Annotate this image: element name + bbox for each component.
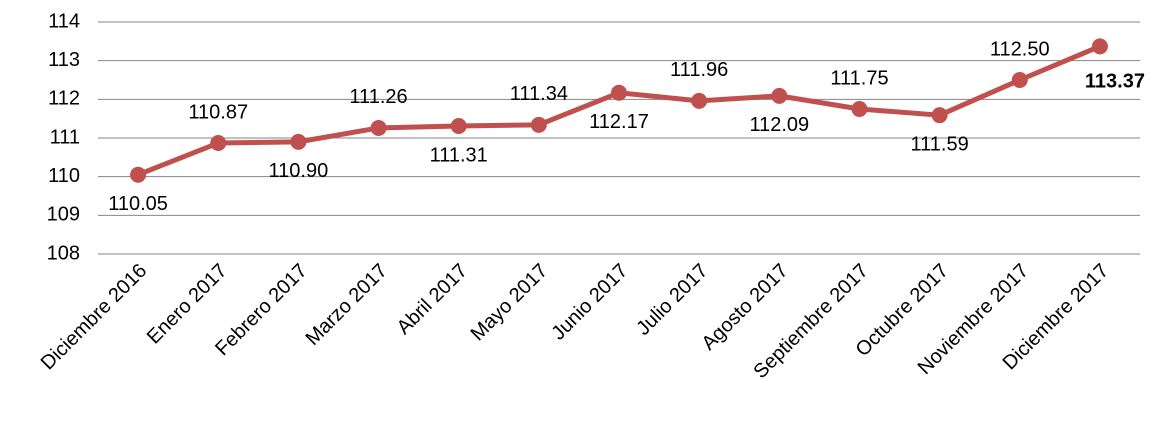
y-tick-label: 113 xyxy=(48,49,80,71)
marker xyxy=(530,116,547,133)
marker xyxy=(130,166,147,183)
data-label: 111.31 xyxy=(430,144,488,166)
marker xyxy=(1091,38,1108,55)
x-tick-label: Diciembre 2016 xyxy=(37,260,152,375)
data-label: 113.37 xyxy=(1085,71,1145,93)
x-tick-label: Junio 2017 xyxy=(548,260,633,345)
marker xyxy=(611,84,627,101)
marker xyxy=(370,119,387,136)
data-label: 111.75 xyxy=(830,67,888,89)
y-tick-label: 110 xyxy=(48,165,80,187)
data-label: 110.90 xyxy=(269,160,329,182)
data-label: 111.96 xyxy=(670,59,728,81)
data-label: 111.26 xyxy=(349,86,407,108)
y-tick-label: 112 xyxy=(48,88,80,110)
marker xyxy=(931,107,948,124)
marker xyxy=(1011,72,1028,88)
data-label: 110.87 xyxy=(188,101,248,123)
data-label: 112.09 xyxy=(749,114,809,136)
x-tick-label: Mayo 2017 xyxy=(467,260,553,346)
data-label: 112.50 xyxy=(990,38,1050,60)
x-tick-label: Julio 2017 xyxy=(632,260,712,340)
y-tick-label: 108 xyxy=(47,242,80,264)
data-label: 110.05 xyxy=(108,193,168,215)
data-label: 111.34 xyxy=(510,83,568,105)
marker xyxy=(691,92,708,109)
marker xyxy=(851,101,868,117)
x-tick-label: Abril 2017 xyxy=(393,260,472,339)
marker xyxy=(210,135,227,152)
data-label: 112.17 xyxy=(589,111,649,133)
x-tick-label: Marzo 2017 xyxy=(302,260,392,350)
marker xyxy=(771,87,788,104)
y-tick-label: 109 xyxy=(47,204,80,226)
data-label: 111.59 xyxy=(911,133,969,155)
marker xyxy=(450,118,467,135)
x-tick-label: Enero 2017 xyxy=(143,260,232,349)
y-tick-label: 114 xyxy=(48,10,80,32)
y-tick-label: 111 xyxy=(50,126,80,148)
marker xyxy=(290,133,307,150)
